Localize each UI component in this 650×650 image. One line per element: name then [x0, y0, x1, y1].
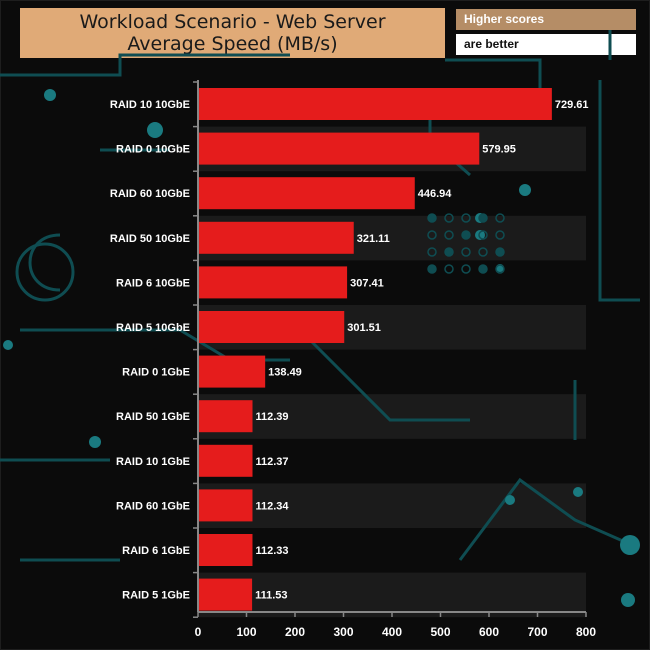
circuit-dot [478, 247, 488, 257]
circuit-node [475, 230, 485, 240]
bar [198, 311, 345, 343]
value-label: 729.61 [555, 99, 589, 111]
category-label: RAID 5 10GbE [116, 322, 190, 334]
bar [198, 221, 354, 254]
x-tick-label: 200 [285, 625, 305, 639]
circuit-dot [495, 264, 505, 274]
x-tick-label: 600 [479, 625, 499, 639]
circuit-node [621, 593, 635, 607]
category-label: RAID 10 1GbE [116, 456, 190, 468]
circuit-node [3, 340, 13, 350]
bar [198, 355, 266, 388]
value-label: 112.33 [255, 545, 288, 557]
chart-title-box: Workload Scenario - Web Server Average S… [20, 8, 445, 58]
row-band [198, 483, 586, 528]
bar [198, 177, 415, 210]
value-label: 321.11 [357, 233, 390, 245]
value-label: 301.51 [347, 322, 381, 334]
category-label: RAID 60 1GbE [116, 500, 190, 512]
circuit-dot [495, 247, 505, 257]
circuit-dot [444, 264, 454, 274]
bar [198, 489, 253, 522]
bar [198, 578, 253, 611]
chart-title: Workload Scenario - Web Server [79, 11, 386, 33]
circuit-dot [461, 230, 471, 240]
circuit-dot [495, 230, 505, 240]
circuit-dot [444, 247, 454, 257]
value-label: 579.95 [482, 144, 516, 156]
category-label: RAID 5 1GbE [122, 590, 190, 602]
circuit-dot [478, 230, 488, 240]
value-label: 446.94 [418, 188, 453, 200]
x-tick-label: 700 [527, 625, 547, 639]
circuit-ring [15, 242, 75, 302]
circuit-trace [598, 80, 640, 302]
x-tick-label: 400 [382, 625, 402, 639]
value-label: 112.34 [255, 500, 289, 512]
circuit-dot [427, 264, 437, 274]
circuit-trace [298, 328, 470, 422]
circuit-trace [0, 53, 290, 77]
circuit-trace [458, 477, 633, 561]
circuit-node [147, 122, 163, 138]
category-label: RAID 60 10GbE [110, 188, 190, 200]
value-label: 112.37 [255, 456, 288, 468]
bar [198, 132, 480, 165]
circuit-node [573, 487, 583, 497]
circuit-dot [444, 230, 454, 240]
x-tick-label: 800 [576, 625, 596, 639]
circuit-dot [427, 247, 437, 257]
row-band [198, 394, 586, 439]
value-label: 111.53 [255, 590, 287, 602]
x-tick-label: 300 [333, 625, 353, 639]
category-label: RAID 6 1GbE [122, 545, 190, 557]
circuit-dot [461, 213, 471, 223]
bar [198, 444, 253, 477]
category-label: RAID 50 1GbE [116, 411, 190, 423]
circuit-node [44, 89, 56, 101]
circuit-dot [478, 264, 488, 274]
category-label: RAID 0 10GbE [116, 144, 190, 156]
circuit-dot [444, 213, 454, 223]
circuit-dot [427, 213, 437, 223]
circuit-node [620, 535, 640, 555]
circuit-dot [461, 247, 471, 257]
x-tick-label: 500 [430, 625, 450, 639]
x-tick-label: 0 [195, 625, 202, 639]
bar [198, 266, 348, 299]
note-higher-scores: Higher scores [456, 9, 636, 30]
value-label: 138.49 [268, 367, 302, 379]
circuit-node [505, 495, 515, 505]
bar [198, 534, 253, 566]
x-tick-label: 100 [236, 625, 256, 639]
row-band [198, 572, 586, 618]
circuit-dot [427, 230, 437, 240]
category-label: RAID 0 1GbE [122, 367, 190, 379]
circuit-node [89, 436, 101, 448]
circuit-dot [495, 213, 505, 223]
category-label: RAID 10 10GbE [110, 99, 190, 111]
category-label: RAID 50 10GbE [110, 233, 190, 245]
bar [198, 88, 552, 120]
circuit-dot [478, 213, 488, 223]
value-label: 112.39 [256, 411, 289, 423]
note-are-better: are better [456, 34, 636, 55]
bar [198, 400, 253, 433]
value-label: 307.41 [350, 277, 384, 289]
category-label: RAID 6 10GbE [116, 277, 190, 289]
chart-subtitle: Average Speed (MB/s) [127, 33, 338, 55]
circuit-trace [28, 233, 61, 292]
circuit-node [519, 184, 531, 196]
circuit-dot [461, 264, 471, 274]
